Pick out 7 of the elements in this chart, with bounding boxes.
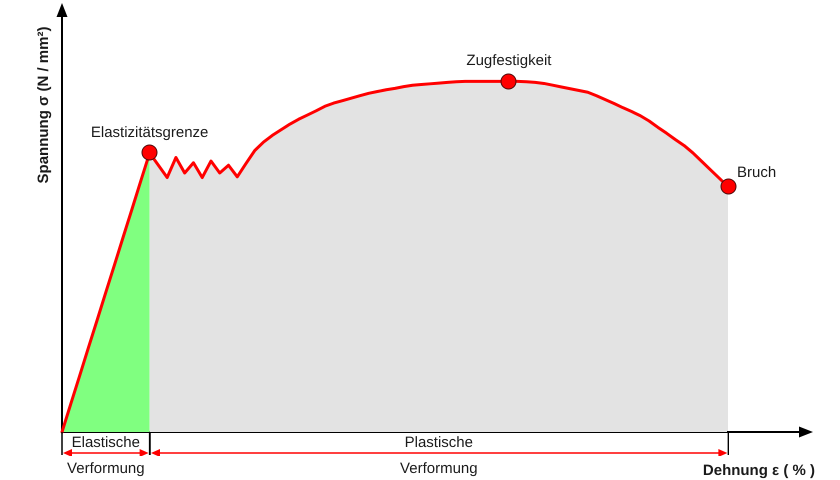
text: Bruch — [737, 164, 776, 181]
text: Elastische Verformung — [67, 434, 145, 478]
annotation: Elastizitätsgrenze — [90, 124, 208, 142]
y-axis-title: Spannung σ (N / mm²) — [35, 26, 52, 184]
text: Plastische Verformung — [400, 434, 478, 478]
annotation: Zugfestigkeit — [466, 52, 552, 70]
x-axis-title: Dehnung ε ( % ) — [702, 462, 815, 480]
